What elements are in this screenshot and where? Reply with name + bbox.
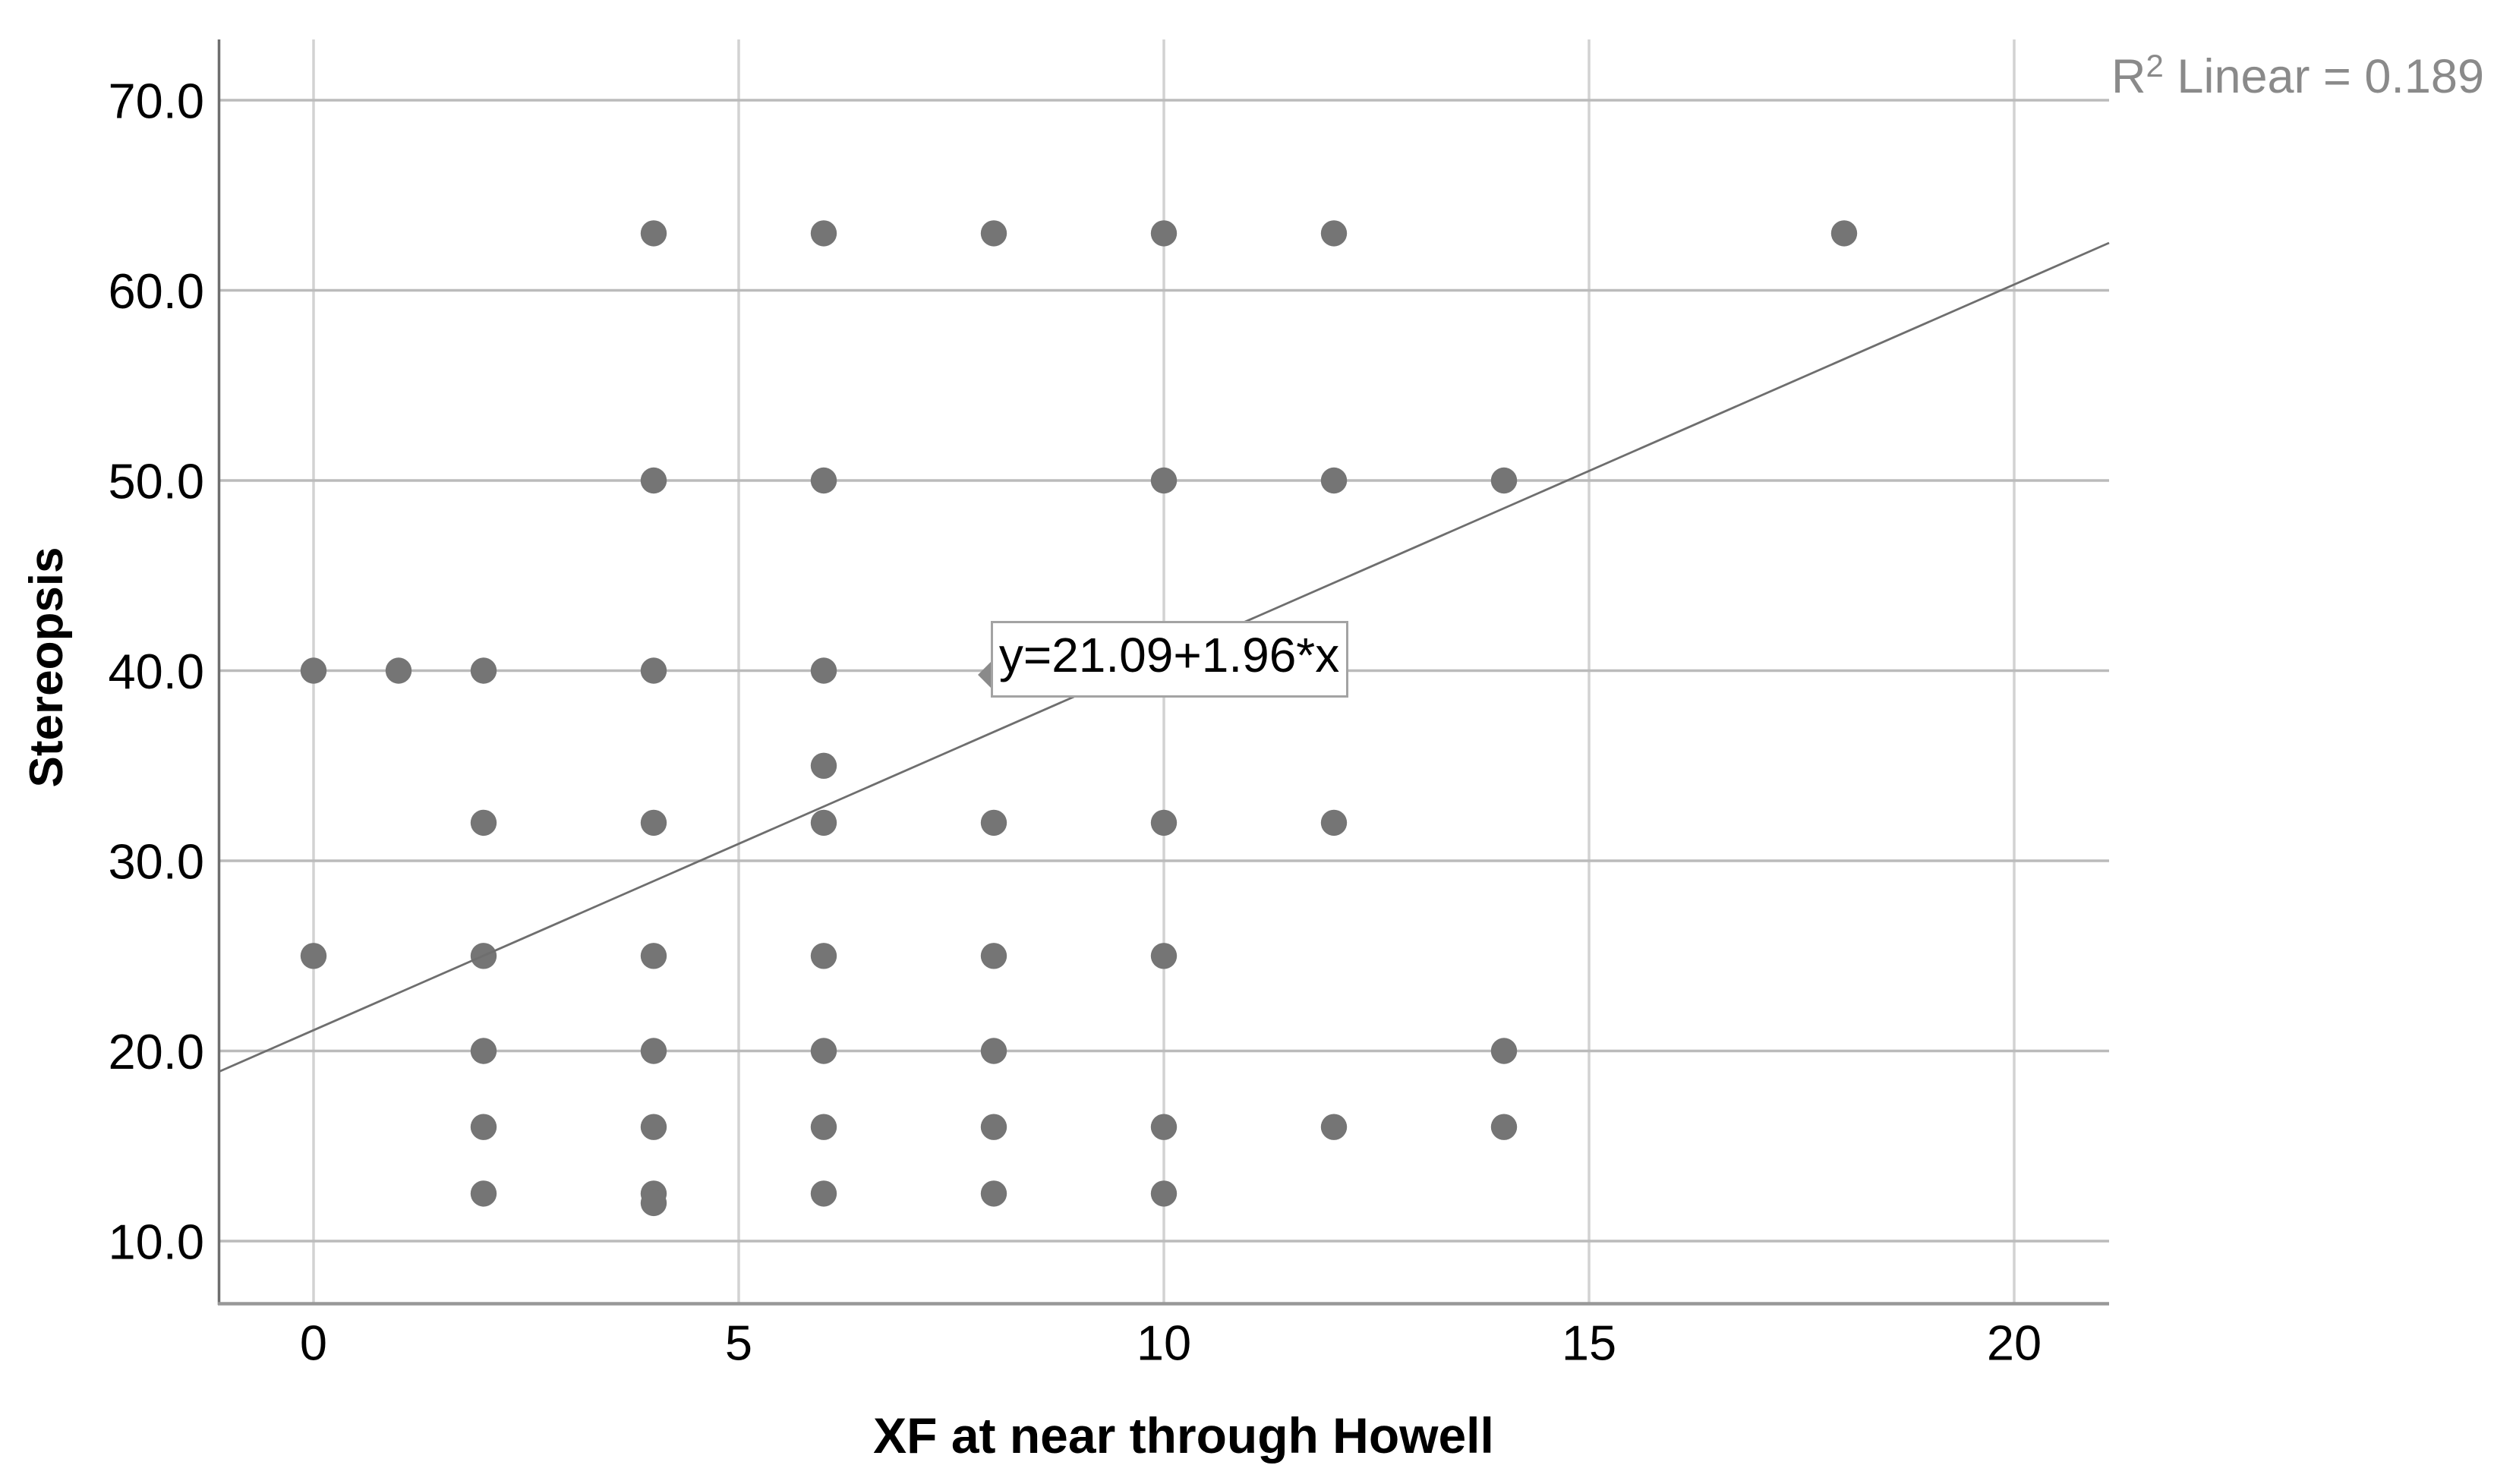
svg-text:70.0: 70.0 xyxy=(108,73,204,128)
svg-text:20.0: 20.0 xyxy=(108,1024,204,1079)
svg-text:20: 20 xyxy=(1987,1315,2042,1371)
svg-text:10.0: 10.0 xyxy=(108,1214,204,1269)
svg-text:R2 Linear = 0.189: R2 Linear = 0.189 xyxy=(2111,48,2484,103)
svg-text:Stereopsis: Stereopsis xyxy=(20,547,73,787)
svg-text:XF at near through Howell: XF at near through Howell xyxy=(873,1407,1494,1464)
svg-text:30.0: 30.0 xyxy=(108,833,204,889)
svg-text:5: 5 xyxy=(725,1315,752,1371)
svg-text:y=21.09+1.96*x: y=21.09+1.96*x xyxy=(999,628,1339,682)
svg-text:40.0: 40.0 xyxy=(108,644,204,699)
svg-text:0: 0 xyxy=(300,1315,327,1371)
svg-text:50.0: 50.0 xyxy=(108,453,204,509)
svg-text:10: 10 xyxy=(1137,1315,1191,1371)
svg-text:15: 15 xyxy=(1562,1315,1616,1371)
svg-text:60.0: 60.0 xyxy=(108,263,204,319)
